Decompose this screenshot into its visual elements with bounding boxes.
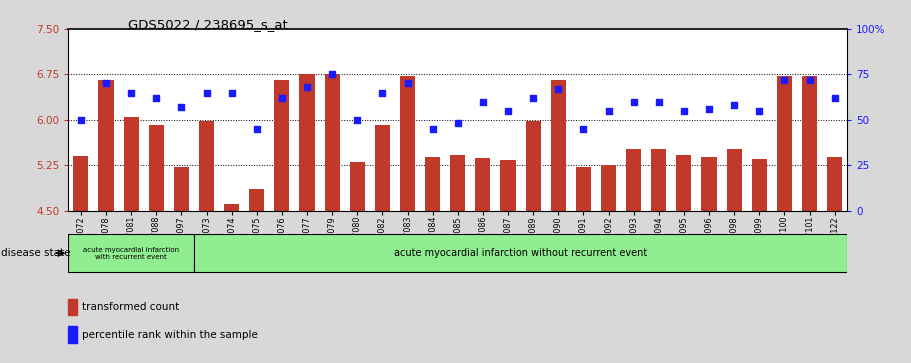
Point <box>350 117 364 123</box>
Bar <box>476 158 490 211</box>
Bar <box>374 125 390 211</box>
Point <box>200 90 214 95</box>
Bar <box>752 159 767 211</box>
Text: disease state: disease state <box>1 248 70 258</box>
Bar <box>626 149 641 211</box>
Point <box>601 108 616 114</box>
Point <box>727 102 742 108</box>
Bar <box>526 121 541 211</box>
Point <box>250 126 264 132</box>
Text: acute myocardial infarction
with recurrent event: acute myocardial infarction with recurre… <box>83 247 179 260</box>
Point <box>74 117 88 123</box>
Bar <box>701 157 717 211</box>
Bar <box>324 74 340 211</box>
Point <box>149 95 164 101</box>
Point <box>450 121 465 126</box>
Point <box>124 90 138 95</box>
Bar <box>551 81 566 211</box>
Bar <box>651 149 666 211</box>
Bar <box>174 167 189 211</box>
Bar <box>400 76 415 211</box>
Point <box>803 77 817 83</box>
Bar <box>827 157 842 211</box>
Point <box>627 99 641 105</box>
Point <box>476 99 490 105</box>
Point <box>375 90 390 95</box>
Bar <box>124 117 138 211</box>
Bar <box>98 81 114 211</box>
Point <box>526 95 540 101</box>
Point <box>325 72 340 77</box>
Bar <box>350 162 364 211</box>
Bar <box>224 204 240 211</box>
FancyBboxPatch shape <box>194 234 847 272</box>
FancyBboxPatch shape <box>68 234 194 272</box>
Point <box>651 99 666 105</box>
Text: percentile rank within the sample: percentile rank within the sample <box>82 330 258 339</box>
Bar <box>250 189 264 211</box>
Text: transformed count: transformed count <box>82 302 179 312</box>
Point <box>98 81 113 86</box>
Point <box>701 106 716 112</box>
Point <box>827 95 842 101</box>
Bar <box>68 298 77 315</box>
Point <box>777 77 792 83</box>
Bar <box>500 160 516 211</box>
Bar <box>727 149 742 211</box>
Point <box>174 104 189 110</box>
Point <box>425 126 440 132</box>
Point <box>501 108 516 114</box>
Text: GDS5022 / 238695_s_at: GDS5022 / 238695_s_at <box>128 18 287 31</box>
Bar <box>802 76 817 211</box>
Bar <box>425 157 440 211</box>
Bar <box>777 76 792 211</box>
Bar <box>601 165 616 211</box>
Point <box>300 84 314 90</box>
Point <box>576 126 590 132</box>
Bar <box>148 125 164 211</box>
Bar <box>450 155 466 211</box>
Text: acute myocardial infarction without recurrent event: acute myocardial infarction without recu… <box>394 248 647 258</box>
Bar <box>199 121 214 211</box>
Bar <box>300 74 314 211</box>
Bar <box>74 156 88 211</box>
Point <box>224 90 239 95</box>
Point <box>274 95 289 101</box>
Point <box>400 81 415 86</box>
Bar <box>68 326 77 343</box>
Point <box>752 108 766 114</box>
Bar <box>274 81 290 211</box>
Point <box>551 86 566 92</box>
Bar <box>576 167 591 211</box>
Bar <box>676 155 691 211</box>
Point <box>677 108 691 114</box>
